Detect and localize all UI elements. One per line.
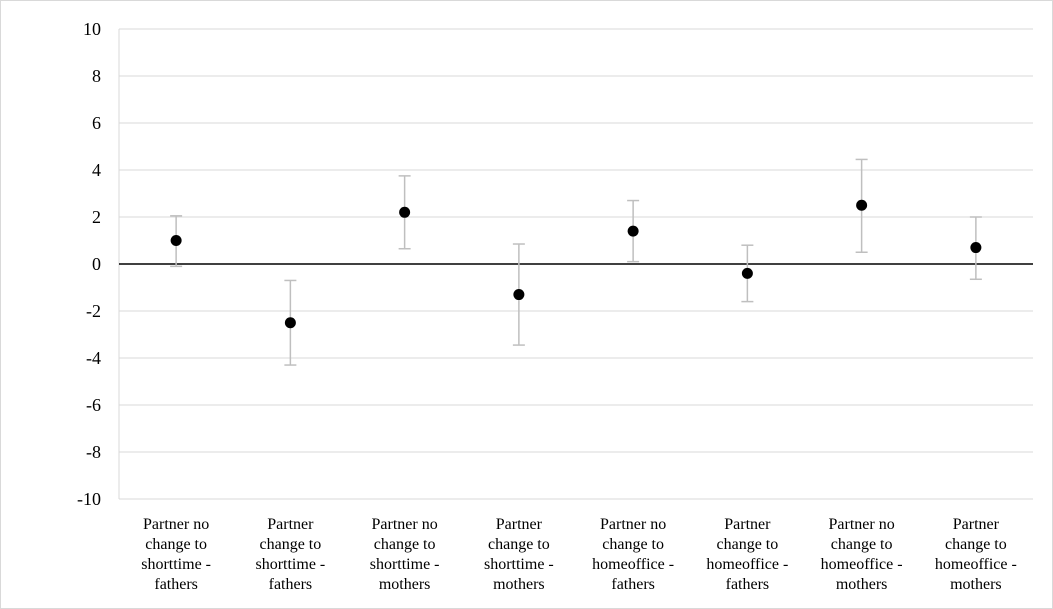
x-category-label-line: homeoffice - — [592, 556, 674, 573]
axis-layer — [118, 29, 1033, 499]
x-category-label-line: Partner no — [829, 516, 895, 533]
x-category-label-line: fathers — [269, 576, 313, 593]
x-category-label-1: Partner change to shorttime - fathers — [255, 516, 325, 593]
x-category-label-line: change to — [145, 536, 207, 553]
x-category-label-line: fathers — [154, 576, 198, 593]
x-category-label-line: change to — [602, 536, 664, 553]
x-category-label-line: change to — [374, 536, 436, 553]
x-category-label-line: mothers — [836, 576, 888, 593]
x-category-label-line: mothers — [493, 576, 545, 593]
y-tick-label: 2 — [92, 207, 101, 227]
x-category-label-line: Partner — [267, 516, 314, 533]
x-category-label-line: homeoffice - — [821, 556, 903, 573]
data-point-2 — [399, 206, 411, 218]
x-category-label-line: Partner — [724, 516, 771, 533]
y-tick-label: 8 — [92, 66, 101, 86]
x-category-label-line: Partner no — [372, 516, 438, 533]
x-category-label-5: Partner change to homeoffice - fathers — [706, 516, 788, 593]
y-tick-label: -8 — [86, 442, 101, 462]
x-category-label-0: Partner no change to shorttime - fathers — [141, 516, 211, 593]
data-point-7 — [970, 242, 982, 254]
y-tick-label: 10 — [83, 19, 101, 39]
x-category-label-line: change to — [945, 536, 1007, 553]
data-point-4 — [627, 225, 639, 237]
x-category-labels: Partner no change to shorttime -fathersPar… — [141, 516, 1017, 593]
x-category-label-line: change to — [831, 536, 893, 553]
data-point-6 — [856, 199, 868, 211]
x-category-label-line: Partner — [496, 516, 543, 533]
y-tick-label: -2 — [86, 301, 101, 321]
x-category-label-line: homeoffice - — [706, 556, 788, 573]
x-category-label-line: change to — [717, 536, 779, 553]
data-point-1 — [284, 317, 296, 329]
x-category-label-6: Partner no change to homeoffice - mothers — [821, 516, 903, 593]
y-tick-label: 4 — [92, 160, 101, 180]
x-category-label-line: mothers — [950, 576, 1002, 593]
x-category-label-line: Partner — [953, 516, 1000, 533]
x-category-label-7: Partner change to homeoffice - mothers — [935, 516, 1017, 593]
y-tick-label: 6 — [92, 113, 101, 133]
point-layer — [170, 199, 982, 329]
y-tick-labels: 10 8 6 4 2 0 -2 -4 -6 -8 -10 — [77, 19, 101, 509]
x-category-label-line: shorttime - — [141, 556, 211, 573]
x-category-label-line: fathers — [611, 576, 655, 593]
x-category-label-line: fathers — [726, 576, 770, 593]
x-category-label-line: shorttime - — [255, 556, 325, 573]
y-tick-label: -4 — [86, 348, 101, 368]
x-category-label-line: change to — [260, 536, 322, 553]
data-point-5 — [741, 267, 753, 279]
y-tick-label: -6 — [86, 395, 101, 415]
data-point-0 — [170, 235, 182, 246]
x-category-label-line: change to — [488, 536, 550, 553]
data-point-3 — [513, 289, 525, 301]
x-category-label-line: Partner no — [143, 516, 209, 533]
grid-layer — [119, 28, 1033, 500]
x-category-label-2: Partner no change to shorttime - mothers — [370, 516, 440, 593]
x-category-label-line: mothers — [379, 576, 431, 593]
x-category-label-line: shorttime - — [370, 556, 440, 573]
x-category-label-line: shorttime - — [484, 556, 554, 573]
x-category-label-3: Partner change to shorttime - mothers — [484, 516, 554, 593]
y-tick-label: 0 — [92, 254, 101, 274]
errorbar-layer — [170, 158, 982, 366]
y-tick-label: -10 — [77, 489, 101, 509]
x-category-label-line: homeoffice - — [935, 556, 1017, 573]
x-category-label-line: Partner no — [600, 516, 666, 533]
x-category-label-4: Partner no change to homeoffice - fathers — [592, 516, 674, 593]
